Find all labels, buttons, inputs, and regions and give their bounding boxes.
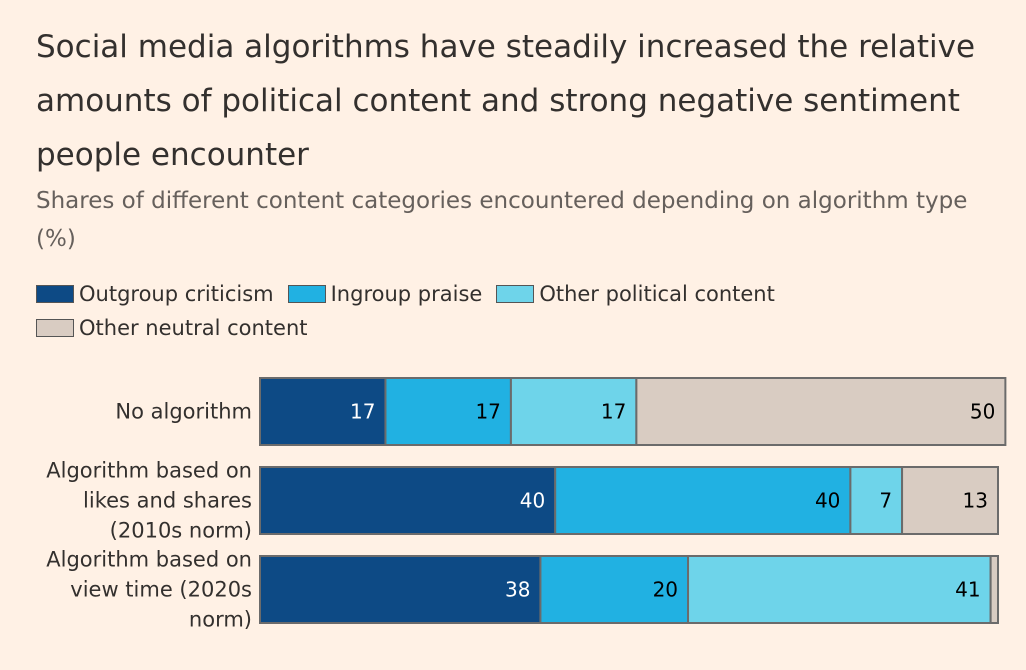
legend-label: Other political content [539, 282, 775, 306]
data-label: 17 [601, 400, 626, 424]
data-label: 40 [815, 489, 840, 513]
data-label: 17 [350, 400, 375, 424]
legend-item: Other political content [496, 278, 775, 310]
legend-item: Outgroup criticism [36, 278, 274, 310]
data-label: 7 [879, 489, 892, 513]
category-label: No algorithm [115, 400, 252, 424]
data-label: 38 [505, 578, 530, 602]
category-label: view time (2020s [70, 578, 252, 602]
category-label: Algorithm based on [46, 459, 252, 483]
bar-segment [989, 555, 999, 624]
bar-segment [509, 377, 638, 446]
legend-label: Other neutral content [79, 316, 308, 340]
bar-segment [901, 466, 999, 535]
bar-segment [687, 555, 992, 624]
data-label: 50 [970, 400, 995, 424]
category-label: likes and shares [83, 489, 252, 513]
bar-segment [259, 377, 387, 446]
legend-item: Other neutral content [36, 312, 308, 344]
data-label: 20 [653, 578, 678, 602]
bar-segment [259, 555, 542, 624]
legend-swatch [287, 285, 326, 303]
category-label: (2010s norm) [110, 519, 252, 543]
chart-subtitle: Shares of different content categories e… [36, 188, 968, 252]
bar-segment [635, 377, 1007, 446]
bar-segment [554, 466, 852, 535]
category-label: Algorithm based on [46, 548, 252, 572]
legend-item: Ingroup praise [287, 278, 483, 310]
legend-label: Outgroup criticism [79, 282, 274, 306]
data-label: 13 [963, 489, 988, 513]
legend-label: Ingroup praise [330, 282, 483, 306]
category-label: norm) [189, 608, 252, 632]
legend-swatch [496, 285, 535, 303]
chart-title: Social media algorithms have steadily in… [36, 29, 976, 173]
data-label: 17 [475, 400, 500, 424]
bar-segment [539, 555, 690, 624]
data-label: 40 [520, 489, 545, 513]
legend: Outgroup criticism Ingroup praise Other po… [36, 278, 996, 346]
bar-segment [849, 466, 904, 535]
bar-segment [259, 466, 557, 535]
legend-swatch [36, 319, 74, 337]
legend-swatch [36, 285, 74, 303]
data-label: 41 [955, 578, 980, 602]
